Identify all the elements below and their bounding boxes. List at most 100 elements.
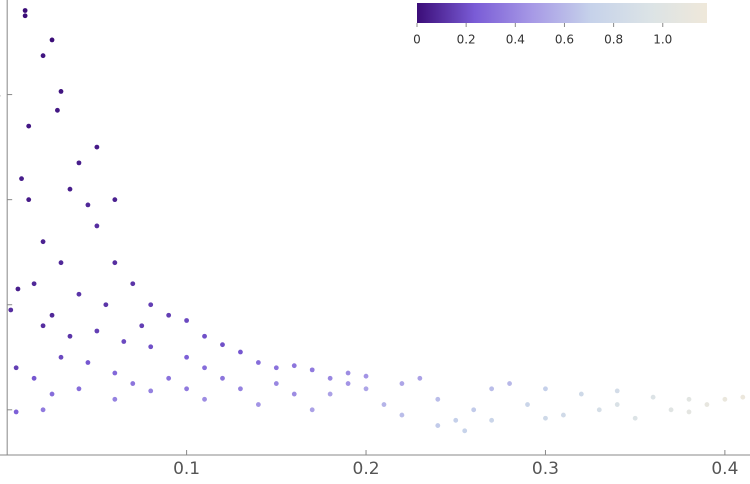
point (560, 412, 566, 418)
point (345, 370, 351, 376)
point (327, 391, 333, 397)
point (345, 381, 351, 386)
point (85, 202, 91, 208)
point (632, 415, 638, 421)
point (471, 407, 477, 413)
point (26, 123, 32, 129)
point (363, 386, 369, 392)
x-tick-label: 0.3 (532, 459, 559, 479)
point (453, 417, 459, 423)
point (22, 13, 28, 19)
point (94, 144, 100, 150)
colorbar-tick-label: 0.8 (604, 33, 623, 47)
point (58, 354, 64, 360)
point (19, 176, 24, 182)
x-tick-label: 0.4 (711, 459, 738, 479)
y-tick-label: 2 (0, 295, 1, 315)
point (148, 302, 154, 308)
point (130, 281, 136, 287)
colorbar-tick-label: 1.0 (653, 33, 672, 47)
point (381, 402, 387, 407)
point (15, 286, 21, 292)
point (49, 312, 55, 318)
point (22, 8, 28, 13)
point (40, 53, 46, 59)
colorbar-tick-label: 0.2 (457, 33, 476, 47)
point (76, 291, 82, 297)
point (31, 375, 37, 381)
point (112, 370, 118, 376)
point (26, 197, 32, 203)
colorbar (417, 3, 707, 23)
point (614, 388, 620, 394)
y-tick-label: 1 (0, 400, 1, 420)
point (543, 415, 548, 421)
point (8, 307, 14, 313)
point (399, 412, 405, 418)
point (40, 239, 46, 245)
point (614, 402, 620, 407)
point (31, 281, 37, 287)
point (435, 423, 441, 428)
point (273, 365, 279, 371)
point (49, 37, 55, 43)
point (363, 373, 369, 379)
point (67, 186, 73, 192)
point (309, 367, 315, 373)
point (40, 407, 46, 413)
point (220, 342, 225, 348)
colorbar-tick-label: 0.6 (555, 33, 574, 47)
point (507, 381, 512, 386)
point (94, 223, 100, 229)
point (184, 386, 190, 392)
point (139, 323, 145, 329)
point (291, 391, 297, 397)
point (399, 381, 405, 386)
point (704, 402, 710, 407)
point (255, 402, 261, 407)
point (740, 394, 746, 400)
point (49, 391, 55, 397)
point (220, 375, 225, 381)
point (578, 391, 584, 397)
point (148, 344, 154, 350)
point (668, 407, 674, 413)
colorbar-tick-label: 0.4 (506, 33, 525, 47)
point (76, 160, 82, 166)
point (525, 402, 530, 407)
point (489, 417, 495, 423)
point (462, 428, 468, 434)
point (202, 365, 207, 371)
point (184, 318, 190, 323)
point (202, 396, 207, 402)
point (112, 260, 118, 266)
x-tick-label: 0.2 (353, 459, 380, 479)
point (238, 386, 243, 392)
point (686, 396, 692, 402)
points (8, 8, 746, 434)
point (112, 197, 118, 203)
point (435, 396, 441, 402)
point (291, 363, 297, 369)
point (166, 375, 172, 381)
y-tick-label: 3 (0, 190, 1, 210)
point (686, 409, 692, 415)
x-tick-label: 0.1 (173, 459, 200, 479)
point (255, 360, 261, 365)
point (650, 394, 656, 400)
point (166, 312, 172, 318)
point (543, 386, 548, 392)
point (121, 339, 127, 344)
point (67, 333, 73, 339)
point (273, 381, 279, 386)
point (58, 260, 64, 266)
point (103, 302, 109, 308)
point (112, 396, 118, 402)
point (94, 328, 100, 334)
point (55, 107, 60, 113)
point (489, 386, 495, 392)
point (202, 333, 207, 339)
point (309, 407, 315, 413)
y-tick-label: 4 (0, 85, 1, 105)
